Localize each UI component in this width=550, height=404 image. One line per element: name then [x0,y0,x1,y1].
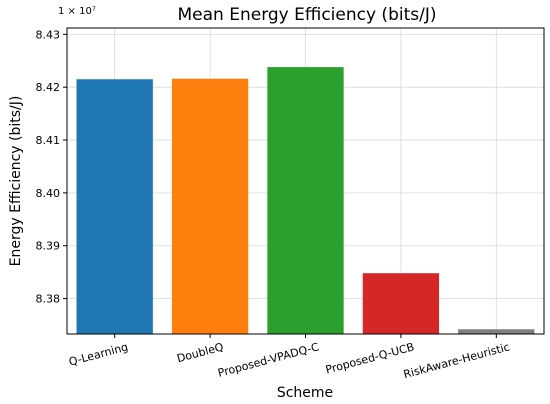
x-tick-label: DoubleQ [175,340,225,365]
bar-riskaware-heuristic [458,329,535,334]
y-tick-label: 8.40 [36,187,61,200]
bar-q-learning [76,79,153,334]
x-tick-label: RiskAware-Heuristic [402,340,511,381]
y-tick-label: 8.38 [36,293,61,306]
x-tick-label: Proposed-VPADQ-C [216,340,320,380]
bar-proposed-vpadq-c [267,67,344,334]
y-axis-ticks: 8.38 8.39 8.40 8.41 8.42 8.43 [36,28,67,306]
x-axis-label: Scheme [277,385,333,401]
bar-doubleq [171,78,249,334]
chart-title: Mean Energy Efficiency (bits/J) [178,5,437,25]
x-tick-label: Q-Learning [67,340,129,368]
y-offset-label: 1 × 10⁷ [58,6,96,17]
y-tick-label: 8.42 [36,81,61,94]
y-tick-label: 8.43 [36,28,61,41]
y-tick-label: 8.41 [36,134,61,147]
y-axis-label: Energy Efficiency (bits/J) [8,96,24,267]
bars [76,67,535,334]
bar-proposed-q-ucb [362,273,440,334]
y-tick-label: 8.39 [36,240,61,253]
